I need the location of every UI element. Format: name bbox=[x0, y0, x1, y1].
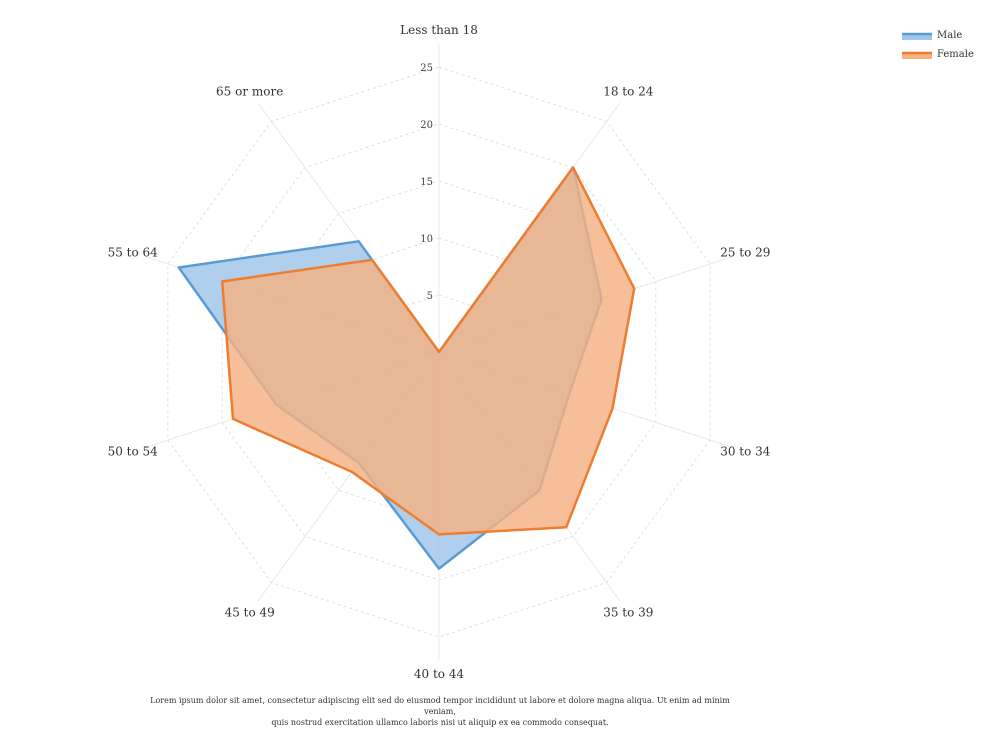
radial-ticks: 0510152025 bbox=[420, 63, 433, 359]
legend: Male Female bbox=[902, 30, 974, 60]
category-label-4: 35 to 39 bbox=[603, 606, 653, 620]
category-label-5: 40 to 44 bbox=[414, 667, 465, 681]
legend-item-male: Male bbox=[902, 30, 962, 41]
category-label-8: 55 to 64 bbox=[108, 246, 159, 260]
tick-label-10: 10 bbox=[420, 234, 433, 245]
caption: Lorem ipsum dolor sit amet, consectetur … bbox=[140, 695, 740, 728]
category-label-2: 25 to 29 bbox=[720, 246, 770, 260]
legend-label-female: Female bbox=[937, 49, 974, 60]
category-label-1: 18 to 24 bbox=[603, 85, 654, 99]
tick-label-20: 20 bbox=[420, 120, 433, 131]
tick-label-25: 25 bbox=[420, 63, 433, 74]
category-label-6: 45 to 49 bbox=[225, 606, 275, 620]
category-label-7: 50 to 54 bbox=[108, 445, 159, 459]
legend-label-male: Male bbox=[937, 30, 962, 41]
series-layer bbox=[177, 166, 636, 570]
tick-label-15: 15 bbox=[420, 177, 433, 188]
tick-label-5: 5 bbox=[427, 291, 433, 302]
legend-swatch-female bbox=[902, 53, 932, 59]
category-label-3: 30 to 34 bbox=[720, 445, 771, 459]
legend-swatch-male bbox=[902, 34, 932, 40]
category-labels: Less than 18 18 to 24 25 to 29 30 to 34 35 t… bbox=[108, 23, 771, 681]
category-label-0: Less than 18 bbox=[400, 23, 478, 37]
caption-line-1: Lorem ipsum dolor sit amet, consectetur … bbox=[150, 696, 730, 716]
series-female-area bbox=[220, 166, 636, 536]
caption-line-2: quis nostrud exercitation ullamco labori… bbox=[271, 718, 609, 727]
category-label-9: 65 or more bbox=[216, 85, 283, 99]
legend-item-female: Female bbox=[902, 49, 974, 60]
